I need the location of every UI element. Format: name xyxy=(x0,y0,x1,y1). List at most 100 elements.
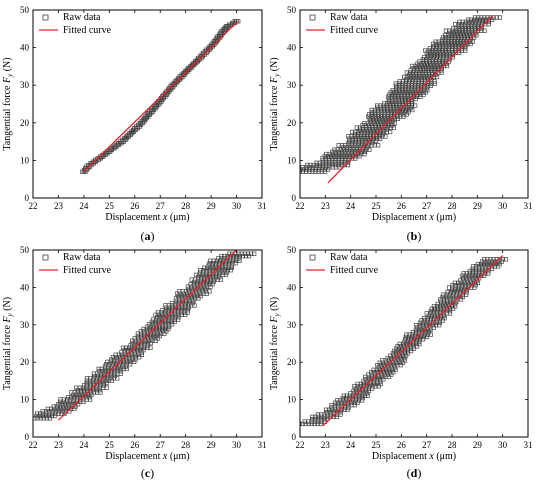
panel-a: 22 23 24 25 26 27 28 29 30 31 0 10 20 30 40 50 Displacem… xyxy=(2,5,267,243)
raw-data-point xyxy=(91,390,97,395)
raw-data-point xyxy=(437,323,442,328)
raw-data-point xyxy=(450,46,455,51)
raw-data-point xyxy=(478,261,484,267)
raw-data-point xyxy=(288,170,292,174)
raw-data-point xyxy=(402,339,407,344)
raw-data-point xyxy=(54,404,60,409)
y-tick-label: 30 xyxy=(287,80,297,90)
raw-data-point xyxy=(149,319,154,325)
raw-data-point xyxy=(145,333,150,339)
raw-data-point xyxy=(40,413,45,419)
raw-data-point xyxy=(500,257,505,262)
raw-data-point xyxy=(141,326,146,332)
raw-data-point xyxy=(392,94,397,99)
raw-data-point xyxy=(435,63,440,69)
raw-data-point xyxy=(124,366,129,372)
raw-data-point xyxy=(205,284,210,289)
raw-data-point xyxy=(378,114,384,119)
raw-data-point xyxy=(51,404,56,409)
raw-data-point xyxy=(204,291,209,296)
raw-data-point xyxy=(196,277,201,282)
raw-data-point xyxy=(452,32,457,38)
raw-data-point xyxy=(475,24,480,29)
plot-area-a xyxy=(80,19,241,174)
raw-data-point xyxy=(207,268,212,273)
raw-data-point xyxy=(413,330,419,335)
raw-data-point xyxy=(425,63,431,69)
raw-data-point xyxy=(453,35,458,40)
raw-data-point xyxy=(150,322,155,327)
raw-data-point xyxy=(407,79,412,84)
raw-data-point xyxy=(160,326,165,332)
raw-data-point xyxy=(437,61,442,66)
raw-data-point xyxy=(347,393,353,398)
raw-data-point xyxy=(313,414,318,420)
raw-data-point xyxy=(369,370,374,375)
raw-data-point xyxy=(475,261,481,267)
raw-data-point xyxy=(167,315,172,320)
raw-data-point xyxy=(352,134,357,139)
raw-data-point xyxy=(324,151,329,157)
raw-data-point xyxy=(459,285,464,290)
raw-data-point xyxy=(449,41,455,47)
raw-data-point xyxy=(382,372,387,377)
raw-data-point xyxy=(412,88,417,93)
raw-data-point xyxy=(292,170,296,174)
x-tick-label: 26 xyxy=(130,201,140,211)
raw-data-point xyxy=(123,364,128,369)
raw-data-point xyxy=(446,41,451,47)
raw-data-point xyxy=(467,268,473,274)
raw-data-point xyxy=(190,300,195,306)
raw-data-point xyxy=(196,275,201,280)
raw-data-point xyxy=(325,412,330,417)
raw-data-point xyxy=(469,28,474,33)
raw-data-point xyxy=(417,341,422,347)
raw-data-point xyxy=(100,369,105,374)
raw-data-point xyxy=(216,275,222,280)
raw-data-point xyxy=(486,266,491,271)
raw-data-point xyxy=(387,367,392,372)
raw-data-point xyxy=(201,284,207,289)
raw-data-point xyxy=(344,147,350,152)
raw-data-point xyxy=(461,290,466,295)
raw-data-point xyxy=(430,59,435,64)
raw-data-point xyxy=(403,83,408,88)
raw-data-point xyxy=(390,99,395,104)
raw-data-point xyxy=(406,334,412,340)
raw-data-point xyxy=(385,107,390,113)
raw-data-point xyxy=(447,28,452,33)
raw-data-point xyxy=(393,367,398,372)
raw-data-point xyxy=(199,277,204,282)
raw-data-point xyxy=(409,85,414,91)
raw-data-point xyxy=(345,407,350,412)
raw-data-point xyxy=(470,26,475,31)
raw-data-point xyxy=(468,35,474,40)
x-tick-label: 27 xyxy=(422,201,432,211)
raw-data-point xyxy=(229,263,235,268)
raw-data-point xyxy=(315,412,321,417)
raw-data-point xyxy=(367,134,373,139)
raw-data-point xyxy=(354,125,359,130)
raw-data-point xyxy=(91,387,96,393)
legend-fit-label: Fitted curve xyxy=(330,265,379,276)
raw-data-point xyxy=(43,413,48,419)
raw-data-point xyxy=(448,39,454,44)
raw-data-point xyxy=(378,107,384,113)
raw-data-point xyxy=(415,85,421,91)
raw-data-point xyxy=(443,32,448,38)
raw-data-point xyxy=(464,32,470,38)
raw-data-point xyxy=(192,284,197,289)
raw-data-point xyxy=(450,285,455,290)
raw-data-point xyxy=(382,101,387,106)
raw-data-point xyxy=(338,412,343,417)
raw-data-point xyxy=(413,327,419,333)
raw-data-point xyxy=(208,279,213,285)
panel-b: 22 23 24 25 26 27 28 29 30 31 0 10 20 30 40 50 Displacem… xyxy=(269,5,533,243)
raw-data-point xyxy=(59,411,64,416)
raw-data-point xyxy=(461,32,467,38)
raw-data-point xyxy=(379,112,384,117)
y-tick-label: 40 xyxy=(287,282,297,292)
y-tick-label: 40 xyxy=(20,282,30,292)
raw-data-point xyxy=(364,147,369,152)
raw-data-point xyxy=(444,52,450,58)
